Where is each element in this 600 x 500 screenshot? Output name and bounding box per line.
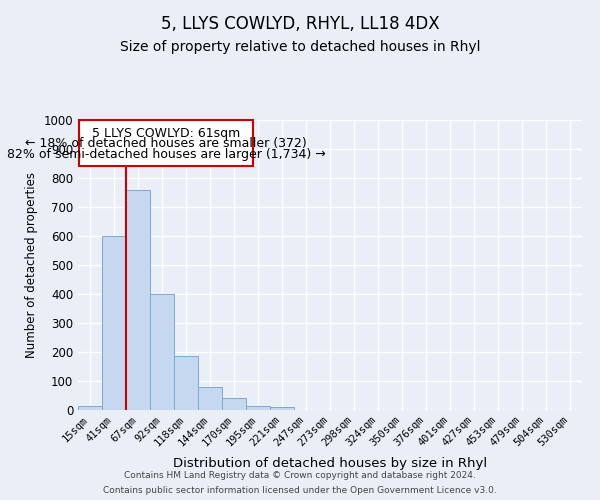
Text: 5 LLYS COWLYD: 61sqm: 5 LLYS COWLYD: 61sqm xyxy=(92,127,241,140)
Text: Size of property relative to detached houses in Rhyl: Size of property relative to detached ho… xyxy=(120,40,480,54)
Text: ← 18% of detached houses are smaller (372): ← 18% of detached houses are smaller (37… xyxy=(25,138,307,150)
X-axis label: Distribution of detached houses by size in Rhyl: Distribution of detached houses by size … xyxy=(173,457,487,470)
Text: Contains public sector information licensed under the Open Government Licence v3: Contains public sector information licen… xyxy=(103,486,497,495)
Bar xyxy=(246,406,270,410)
Bar xyxy=(222,398,246,410)
Text: Contains HM Land Registry data © Crown copyright and database right 2024.: Contains HM Land Registry data © Crown c… xyxy=(124,471,476,480)
Bar xyxy=(270,406,294,410)
Bar xyxy=(102,236,126,410)
Text: 82% of semi-detached houses are larger (1,734) →: 82% of semi-detached houses are larger (… xyxy=(7,148,326,160)
Y-axis label: Number of detached properties: Number of detached properties xyxy=(25,172,38,358)
Bar xyxy=(78,406,102,410)
Text: 5, LLYS COWLYD, RHYL, LL18 4DX: 5, LLYS COWLYD, RHYL, LL18 4DX xyxy=(161,15,439,33)
Bar xyxy=(150,294,174,410)
Bar xyxy=(198,388,222,410)
Bar xyxy=(174,356,198,410)
FancyBboxPatch shape xyxy=(79,120,253,166)
Bar xyxy=(126,190,150,410)
